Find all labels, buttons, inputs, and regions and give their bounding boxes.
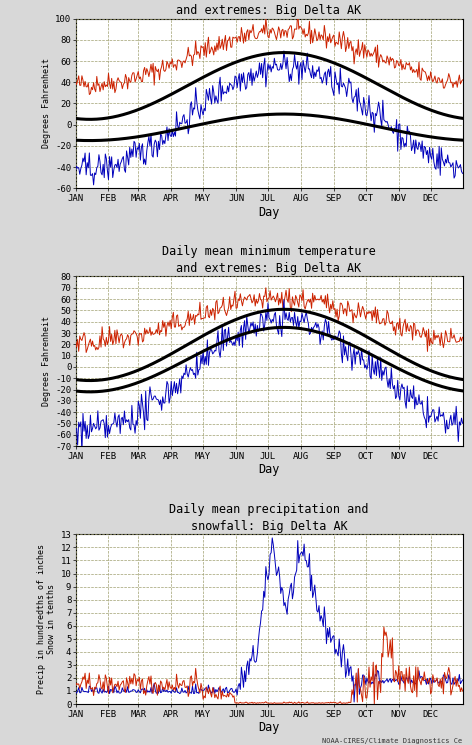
Title: Daily mean minimum temperature
and extremes: Big Delta AK: Daily mean minimum temperature and extre… — [162, 245, 376, 276]
X-axis label: Day: Day — [258, 721, 280, 735]
X-axis label: Day: Day — [258, 463, 280, 477]
Title: Daily mean maximum temperature
and extremes: Big Delta AK: Daily mean maximum temperature and extre… — [162, 0, 376, 17]
Title: Daily mean precipitation and
snowfall: Big Delta AK: Daily mean precipitation and snowfall: B… — [169, 503, 369, 533]
Text: NOAA-CIRES/Climate Diagnostics Ce: NOAA-CIRES/Climate Diagnostics Ce — [322, 738, 463, 744]
Y-axis label: Degrees Fahrenheit: Degrees Fahrenheit — [42, 58, 51, 148]
Y-axis label: Precip in hundredths of inches
Snow in tenths: Precip in hundredths of inches Snow in t… — [37, 544, 57, 694]
Y-axis label: Degrees Fahrenheit: Degrees Fahrenheit — [42, 317, 51, 406]
X-axis label: Day: Day — [258, 206, 280, 218]
